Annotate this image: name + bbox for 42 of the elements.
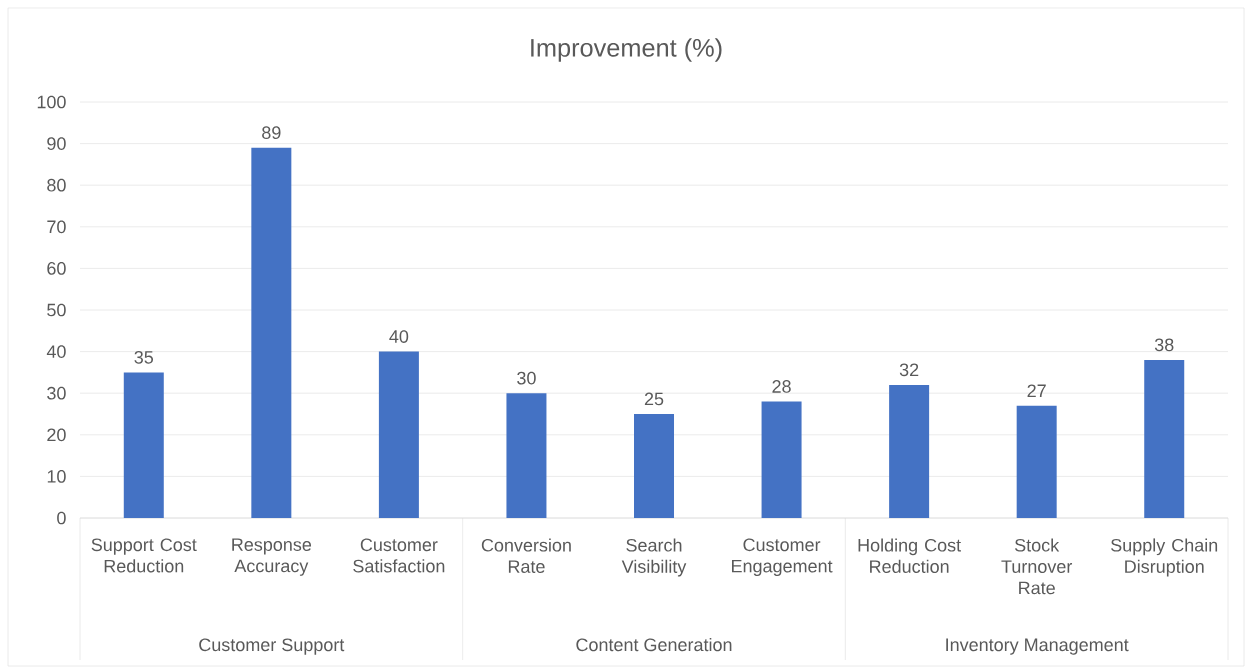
x-tick-label: Customer Satisfaction (353, 538, 445, 573)
bar (123, 372, 164, 518)
y-tick-label: 30 (47, 386, 66, 400)
y-tick-label: 60 (47, 262, 66, 275)
text: Inventory Management (946, 638, 1129, 655)
x-tick-label: Stock Turnover Rate (1001, 538, 1073, 595)
y-tick-label: 10 (47, 470, 66, 483)
bar (761, 401, 802, 518)
text: Customer Support (199, 638, 345, 655)
data-label: 25 (644, 392, 664, 406)
data-label: 38 (1154, 338, 1174, 352)
bar (378, 351, 419, 518)
y-tick-label: 80 (47, 178, 66, 192)
y-tick-label: 90 (47, 137, 66, 150)
x-tick-label: Response Accuracy (232, 538, 312, 576)
y-tick-label: 20 (47, 428, 66, 442)
y-tick-label: 50 (47, 303, 66, 317)
data-label: 27 (1027, 384, 1046, 397)
bar (634, 414, 675, 518)
data-label: 30 (517, 371, 536, 385)
x-tick-label: Holding Cost Reduction (858, 538, 961, 573)
x-tick-label: Customer Engagement (732, 538, 833, 577)
y-tick-label: 100 (37, 95, 66, 109)
bar (506, 393, 547, 518)
bar (251, 147, 292, 518)
text: Content Generation (576, 637, 732, 652)
chart-title: Improvement (%) (531, 38, 722, 62)
data-label: 89 (262, 126, 281, 140)
bar (1016, 405, 1057, 518)
y-tick-label: 70 (47, 220, 66, 234)
data-label: 28 (772, 380, 791, 393)
x-tick-label: Support Cost Reduction (91, 538, 197, 573)
data-label: 35 (134, 350, 154, 364)
y-tick-label: 0 (57, 511, 66, 525)
y-tick-label: 40 (46, 345, 66, 358)
x-tick-label: Search Visibility (621, 538, 687, 577)
bar (889, 384, 930, 518)
data-label: 40 (389, 330, 409, 343)
bar (1144, 359, 1185, 518)
x-tick-label: Supply Chain Disruption (1111, 538, 1218, 577)
data-label: 32 (899, 363, 919, 377)
x-tick-label: Conversion Rate (481, 538, 571, 573)
